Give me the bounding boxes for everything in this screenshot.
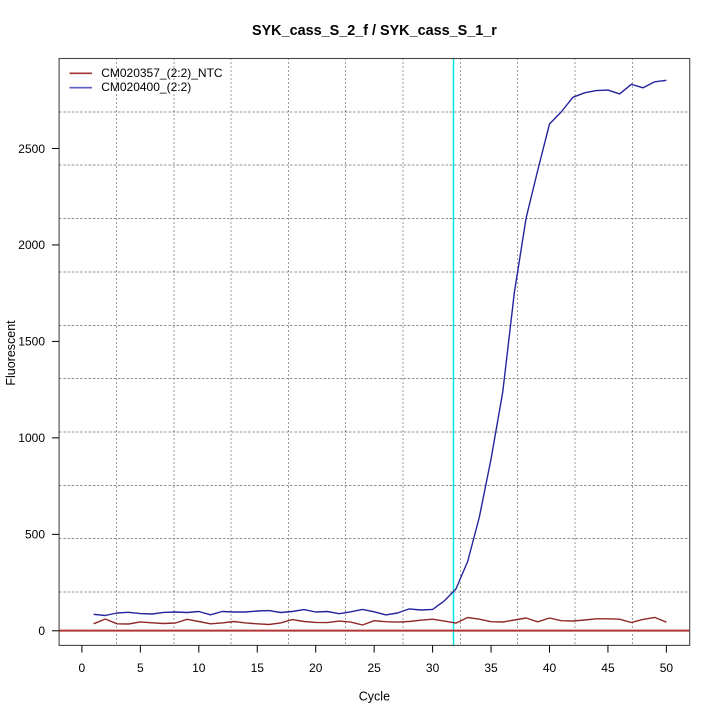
svg-text:30: 30 — [426, 661, 440, 675]
svg-text:20: 20 — [309, 661, 323, 675]
svg-text:0: 0 — [79, 661, 86, 675]
svg-text:10: 10 — [192, 661, 206, 675]
svg-text:Cycle: Cycle — [359, 690, 390, 704]
svg-text:CM020357_(2:2)_NTC: CM020357_(2:2)_NTC — [101, 66, 223, 80]
svg-text:0: 0 — [38, 624, 45, 638]
svg-text:2000: 2000 — [18, 238, 45, 252]
svg-text:2500: 2500 — [18, 142, 45, 156]
svg-text:40: 40 — [543, 661, 557, 675]
svg-text:500: 500 — [25, 528, 45, 542]
svg-text:CM020400_(2:2): CM020400_(2:2) — [101, 80, 191, 94]
svg-text:25: 25 — [367, 661, 381, 675]
svg-text:5: 5 — [137, 661, 144, 675]
svg-text:45: 45 — [601, 661, 615, 675]
svg-text:15: 15 — [251, 661, 265, 675]
svg-text:1500: 1500 — [18, 335, 45, 349]
svg-text:Fluorescent: Fluorescent — [4, 320, 18, 386]
svg-text:35: 35 — [484, 661, 498, 675]
svg-text:1000: 1000 — [18, 431, 45, 445]
svg-text:50: 50 — [660, 661, 674, 675]
svg-text:SYK_cass_S_2_f / SYK_cass_S_1_: SYK_cass_S_2_f / SYK_cass_S_1_r — [252, 23, 497, 39]
